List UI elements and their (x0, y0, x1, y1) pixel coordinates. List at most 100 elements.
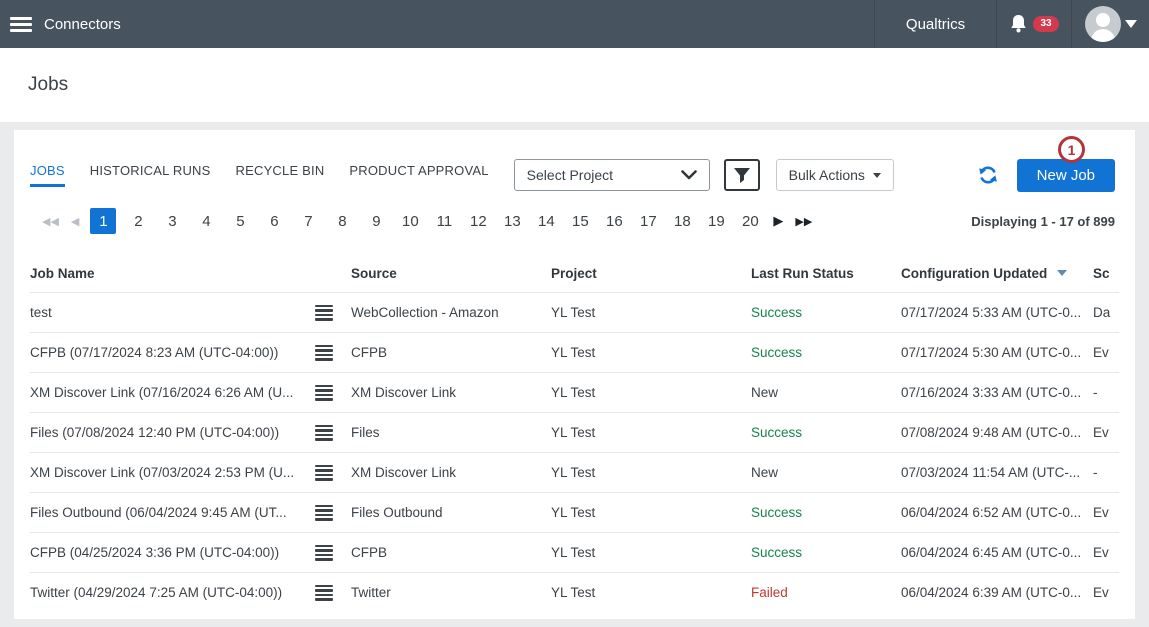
schedule-cell: Da (1093, 305, 1111, 320)
page-button-14[interactable]: 14 (538, 212, 555, 230)
job-name-cell[interactable]: XM Discover Link (07/03/2024 2:53 PM (U.… (30, 465, 295, 480)
topbar: Connectors Qualtrics 33 (0, 0, 1149, 48)
menu-icon (315, 464, 333, 481)
job-actions-menu[interactable] (315, 543, 351, 563)
job-actions-menu[interactable] (315, 423, 351, 443)
page-button-4[interactable]: 4 (202, 212, 211, 230)
table-row[interactable]: Twitter (04/29/2024 7:25 AM (UTC-04:00))… (30, 572, 1119, 612)
page-button-6[interactable]: 6 (270, 212, 279, 230)
account-menu[interactable] (1071, 0, 1149, 48)
schedule-cell: - (1093, 465, 1098, 480)
table-row[interactable]: test WebCollection - Amazon YL Test Succ… (30, 292, 1119, 332)
page-button-17[interactable]: 17 (640, 212, 657, 230)
next-page-button[interactable]: ▶ (773, 213, 784, 228)
app-title: Connectors (44, 15, 121, 33)
tab-historical-runs[interactable]: HISTORICAL RUNS (89, 163, 211, 178)
pager: ◀◀ ◀ 1 2 3 4 5 6 7 8 9 10 11 12 13 14 15 16 17 18 19 20 ▶ ▶… (36, 208, 818, 234)
pagination-row: ◀◀ ◀ 1 2 3 4 5 6 7 8 9 10 11 12 13 14 15 16 17 18 19 20 ▶ ▶… (30, 208, 1119, 234)
menu-icon (315, 424, 333, 441)
displaying-count: Displaying 1 - 17 of 899 (971, 213, 1115, 229)
refresh-button[interactable] (977, 164, 999, 186)
sort-desc-icon (1057, 270, 1068, 276)
page-button-8[interactable]: 8 (338, 212, 347, 230)
project-cell: YL Test (551, 385, 596, 400)
col-header-project[interactable]: Project (551, 265, 597, 281)
col-header-last-run-status[interactable]: Last Run Status (751, 265, 854, 281)
col-header-source[interactable]: Source (351, 265, 397, 281)
job-actions-menu[interactable] (315, 343, 351, 363)
source-cell: CFPB (351, 345, 388, 360)
page-button-16[interactable]: 16 (606, 212, 623, 230)
select-project-dropdown[interactable]: Select Project (513, 159, 710, 191)
tab-recycle-bin[interactable]: RECYCLE BIN (235, 163, 325, 178)
page-button-12[interactable]: 12 (470, 212, 487, 230)
page-button-15[interactable]: 15 (572, 212, 589, 230)
new-job-button[interactable]: New Job (1016, 158, 1115, 192)
table-row[interactable]: CFPB (04/25/2024 3:36 PM (UTC-04:00)) CF… (30, 532, 1119, 572)
source-cell: Files Outbound (351, 505, 443, 520)
page-button-10[interactable]: 10 (402, 212, 419, 230)
source-cell: CFPB (351, 545, 388, 560)
project-cell: YL Test (551, 545, 596, 560)
scrollbar-track[interactable] (1135, 122, 1149, 627)
col-header-job-name[interactable]: Job Name (30, 265, 95, 281)
table-row[interactable]: XM Discover Link (07/03/2024 2:53 PM (U.… (30, 452, 1119, 492)
status-cell: Success (751, 545, 803, 560)
page-button-11[interactable]: 11 (436, 212, 453, 230)
filter-button[interactable] (723, 159, 760, 191)
job-actions-menu[interactable] (315, 583, 351, 603)
status-cell: Success (751, 505, 803, 520)
page-button-20[interactable]: 20 (742, 212, 759, 230)
brand-menu[interactable]: Qualtrics (874, 0, 996, 48)
configuration-updated-cell: 06/04/2024 6:39 AM (UTC-0... (901, 585, 1082, 600)
last-page-button[interactable]: ▶▶ (795, 215, 813, 228)
project-cell: YL Test (551, 585, 596, 600)
configuration-updated-cell: 07/03/2024 11:54 AM (UTC-... (901, 465, 1081, 480)
job-actions-menu[interactable] (315, 383, 351, 403)
job-name-cell[interactable]: Twitter (04/29/2024 7:25 AM (UTC-04:00)) (30, 585, 283, 600)
page-button-7[interactable]: 7 (304, 212, 313, 230)
col-header-schedule[interactable]: Sc (1093, 265, 1110, 281)
jobs-panel: 1 JOBS HISTORICAL RUNS RECYCLE BIN PRODUCT … (14, 130, 1135, 619)
table-row[interactable]: Files Outbound (06/04/2024 9:45 AM (UT..… (30, 492, 1119, 532)
menu-icon (315, 584, 333, 601)
toolbar: JOBS HISTORICAL RUNS RECYCLE BIN PRODUCT AP… (30, 158, 1119, 192)
bulk-actions-dropdown[interactable]: Bulk Actions (775, 159, 894, 191)
col-header-configuration-updated[interactable]: Configuration Updated (901, 266, 1093, 281)
menu-icon (315, 344, 333, 361)
table-row[interactable]: CFPB (07/17/2024 8:23 AM (UTC-04:00)) CF… (30, 332, 1119, 372)
page-button-13[interactable]: 13 (504, 212, 521, 230)
bell-icon (1011, 15, 1027, 33)
page-button-5[interactable]: 5 (236, 212, 245, 230)
first-page-button[interactable]: ◀◀ (42, 215, 59, 228)
hamburger-menu-icon[interactable] (0, 0, 42, 48)
notifications-button[interactable]: 33 (996, 0, 1071, 48)
page-button-1[interactable]: 1 (90, 208, 117, 234)
configuration-updated-cell: 07/17/2024 5:30 AM (UTC-0... (901, 345, 1082, 360)
job-name-cell[interactable]: CFPB (07/17/2024 8:23 AM (UTC-04:00)) (30, 345, 279, 360)
page-button-3[interactable]: 3 (168, 212, 177, 230)
prev-page-button[interactable]: ◀ (70, 215, 80, 228)
project-cell: YL Test (551, 465, 596, 480)
job-name-cell[interactable]: Files Outbound (06/04/2024 9:45 AM (UT..… (30, 505, 287, 520)
status-cell: New (751, 385, 779, 400)
job-actions-menu[interactable] (315, 503, 351, 523)
job-actions-menu[interactable] (315, 303, 351, 323)
page-button-2[interactable]: 2 (134, 212, 143, 230)
job-name-cell[interactable]: CFPB (04/25/2024 3:36 PM (UTC-04:00)) (30, 545, 280, 560)
table-row[interactable]: XM Discover Link (07/16/2024 6:26 AM (U.… (30, 372, 1119, 412)
job-name-cell[interactable]: XM Discover Link (07/16/2024 6:26 AM (U.… (30, 385, 294, 400)
schedule-cell: Ev (1093, 425, 1109, 440)
page-button-9[interactable]: 9 (372, 212, 381, 230)
configuration-updated-cell: 07/17/2024 5:33 AM (UTC-0... (901, 305, 1082, 320)
tab-product-approval[interactable]: PRODUCT APPROVAL (349, 163, 489, 178)
source-cell: WebCollection - Amazon (351, 305, 499, 320)
job-actions-menu[interactable] (315, 463, 351, 483)
tab-jobs[interactable]: JOBS (30, 163, 65, 187)
job-name-cell[interactable]: test (30, 305, 52, 320)
page-button-18[interactable]: 18 (674, 212, 691, 230)
table-row[interactable]: Files (07/08/2024 12:40 PM (UTC-04:00)) … (30, 412, 1119, 452)
page-button-19[interactable]: 19 (708, 212, 725, 230)
job-name-cell[interactable]: Files (07/08/2024 12:40 PM (UTC-04:00)) (30, 425, 280, 440)
schedule-cell: - (1093, 385, 1098, 400)
